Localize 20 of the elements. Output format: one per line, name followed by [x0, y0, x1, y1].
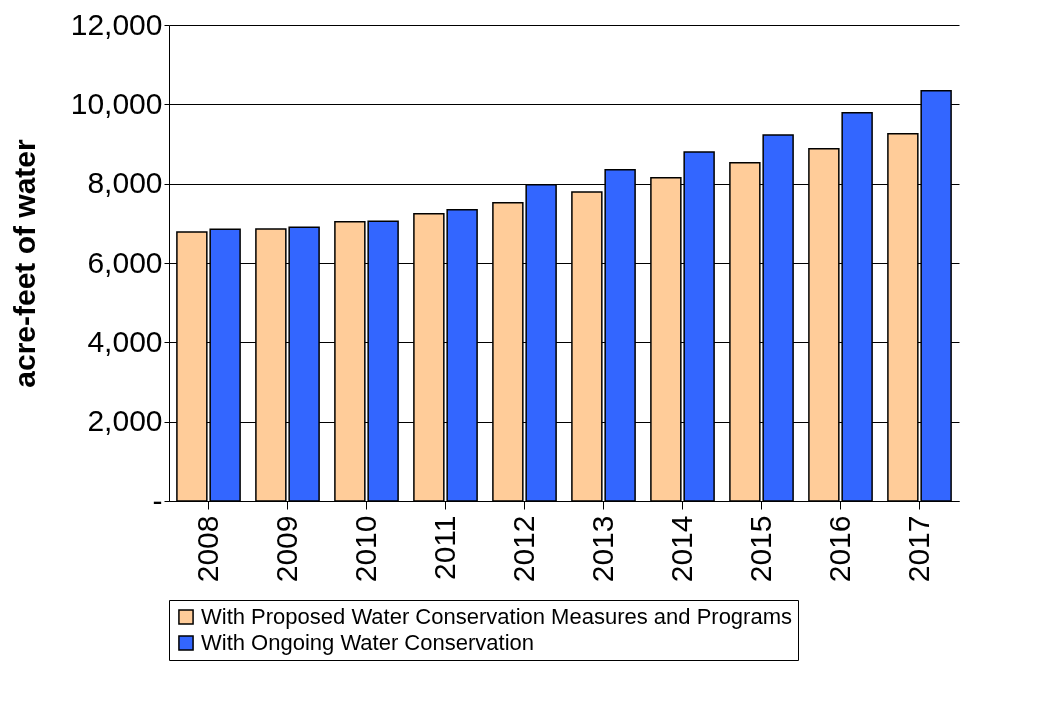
x-tick-label: 2015: [743, 515, 777, 583]
y-tick-label: 12,000: [70, 7, 163, 41]
y-tick-label: -: [152, 483, 163, 517]
x-tick-label: 2012: [506, 515, 540, 583]
x-tick-label: 2011: [427, 515, 461, 581]
y-tick-label: 4,000: [87, 324, 163, 358]
y-tick-label: 10,000: [70, 86, 163, 120]
x-tick-label: 2010: [348, 515, 382, 583]
y-tick-label: 6,000: [87, 245, 163, 279]
x-tick-label: 2014: [664, 515, 698, 583]
y-tick-label: 8,000: [87, 166, 163, 200]
x-tick-label: 2013: [585, 515, 619, 583]
x-tick-label: 2009: [269, 515, 303, 583]
x-tick-label: 2008: [190, 515, 224, 583]
y-tick-label: 2,000: [87, 404, 163, 438]
x-tick-label: 2017: [901, 515, 935, 583]
legend-label: With Ongoing Water Conservation: [201, 630, 534, 655]
x-tick-label: 2016: [822, 515, 856, 583]
y-axis-title: acre-feet of water: [7, 138, 41, 388]
legend-label: With Proposed Water Conservation Measures and Programs: [201, 604, 792, 629]
